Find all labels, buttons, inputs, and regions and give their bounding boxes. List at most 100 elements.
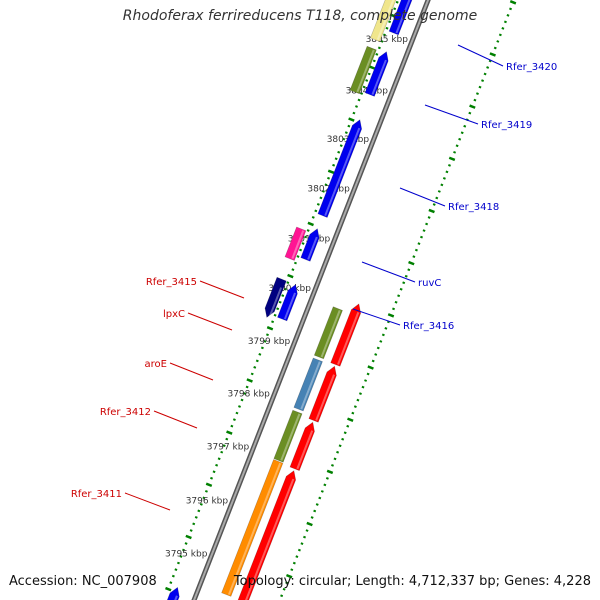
tick-mark xyxy=(278,300,282,304)
tick-mark xyxy=(414,248,418,252)
tick-mark xyxy=(498,33,502,37)
tick-mark xyxy=(226,430,233,435)
feature-highlight xyxy=(268,287,282,318)
feature-highlight xyxy=(280,413,301,461)
tick-mark xyxy=(347,124,351,128)
gene-yellow-block xyxy=(370,0,397,42)
tick-mark xyxy=(303,535,306,539)
tick-mark xyxy=(286,281,290,284)
tick-mark xyxy=(258,352,262,356)
tick-mark xyxy=(417,242,421,245)
tick-mark xyxy=(488,59,492,63)
tick-mark xyxy=(222,444,226,448)
tick-mark xyxy=(460,131,464,135)
tick-mark xyxy=(179,555,183,558)
tick-mark xyxy=(331,463,334,467)
tick-mark xyxy=(253,366,257,369)
tick-mark xyxy=(486,66,490,69)
tick-mark xyxy=(481,79,485,82)
feature-highlight xyxy=(320,310,341,358)
scale-label: 3805 kbp xyxy=(366,35,409,45)
gene-rfer-3411-block xyxy=(221,459,284,597)
tick-mark xyxy=(273,313,277,317)
tick-mark xyxy=(374,353,378,356)
accession-text: Accession: NC_007908 xyxy=(9,574,157,589)
scale-label: 3798 kbp xyxy=(227,389,270,399)
tick-mark xyxy=(327,169,335,175)
left-tick-row xyxy=(280,0,517,598)
tick-mark xyxy=(313,509,317,513)
feature-highlight xyxy=(291,230,305,259)
tick-mark xyxy=(342,137,346,141)
tick-mark xyxy=(338,444,342,448)
tick-mark xyxy=(384,327,388,330)
tick-mark xyxy=(425,222,429,226)
gene-callout-line xyxy=(199,280,245,299)
tick-mark xyxy=(437,190,441,193)
tick-mark xyxy=(385,26,389,30)
gene-callouts: Rfer_3420 Rfer_3419 Rfer_3418 ruvC Rfer_3416… xyxy=(71,44,557,511)
tick-mark xyxy=(368,65,376,70)
tick-mark xyxy=(292,561,296,565)
tick-mark xyxy=(343,431,347,435)
tick-mark xyxy=(393,7,397,11)
tick-mark xyxy=(386,320,390,324)
tick-mark xyxy=(332,163,336,167)
tick-mark xyxy=(407,268,411,272)
tick-mark xyxy=(381,333,385,337)
tick-mark xyxy=(318,496,322,500)
gene-ruvc-block xyxy=(300,228,320,262)
feature-highlight xyxy=(300,361,321,410)
tick-mark xyxy=(382,33,386,37)
tick-mark xyxy=(506,13,510,17)
tick-mark xyxy=(336,450,340,454)
tick-mark xyxy=(435,196,439,200)
gene-features xyxy=(166,0,413,600)
tick-mark xyxy=(509,7,513,11)
tick-mark xyxy=(306,521,313,527)
tick-mark xyxy=(366,372,370,376)
tick-mark xyxy=(169,581,173,584)
tick-mark xyxy=(348,117,355,122)
gene-olive-block xyxy=(349,45,377,95)
tick-mark xyxy=(473,98,477,102)
genome-backbone xyxy=(191,0,431,600)
tick-mark xyxy=(367,72,371,76)
gene-label-right: Rfer_3419 xyxy=(481,120,532,131)
gene-callout-line xyxy=(124,492,171,511)
tick-mark xyxy=(380,39,384,43)
tick-mark xyxy=(235,411,239,415)
tick-mark xyxy=(296,255,300,258)
tick-mark xyxy=(326,469,334,475)
tick-mark xyxy=(243,392,247,395)
gene-aroe-block xyxy=(293,357,323,412)
tick-mark xyxy=(306,229,310,232)
tick-mark xyxy=(412,255,416,259)
feature-highlight xyxy=(307,236,318,260)
tick-mark xyxy=(496,40,500,43)
scale-label: 3797 kbp xyxy=(207,442,250,452)
tick-mark xyxy=(182,548,186,552)
right-tick-row xyxy=(165,0,399,592)
tick-mark xyxy=(319,196,323,200)
tick-mark xyxy=(314,209,318,213)
tick-mark xyxy=(371,359,375,363)
tick-mark xyxy=(189,529,193,532)
tick-mark xyxy=(297,548,301,552)
tick-mark xyxy=(220,450,224,454)
tick-mark xyxy=(367,365,374,370)
tick-mark xyxy=(295,555,299,559)
tick-mark xyxy=(442,177,446,180)
tick-mark xyxy=(304,235,308,239)
tick-mark xyxy=(245,385,249,389)
tick-mark xyxy=(320,490,324,493)
gene-label-left: Rfer_3411 xyxy=(71,489,122,500)
gene-red-2-block xyxy=(308,365,337,423)
feature-highlight xyxy=(395,0,411,34)
tick-mark xyxy=(199,502,203,506)
tick-mark xyxy=(276,307,280,311)
tick-mark xyxy=(197,509,201,513)
backbone-highlight xyxy=(193,0,430,600)
tick-mark xyxy=(360,92,364,95)
